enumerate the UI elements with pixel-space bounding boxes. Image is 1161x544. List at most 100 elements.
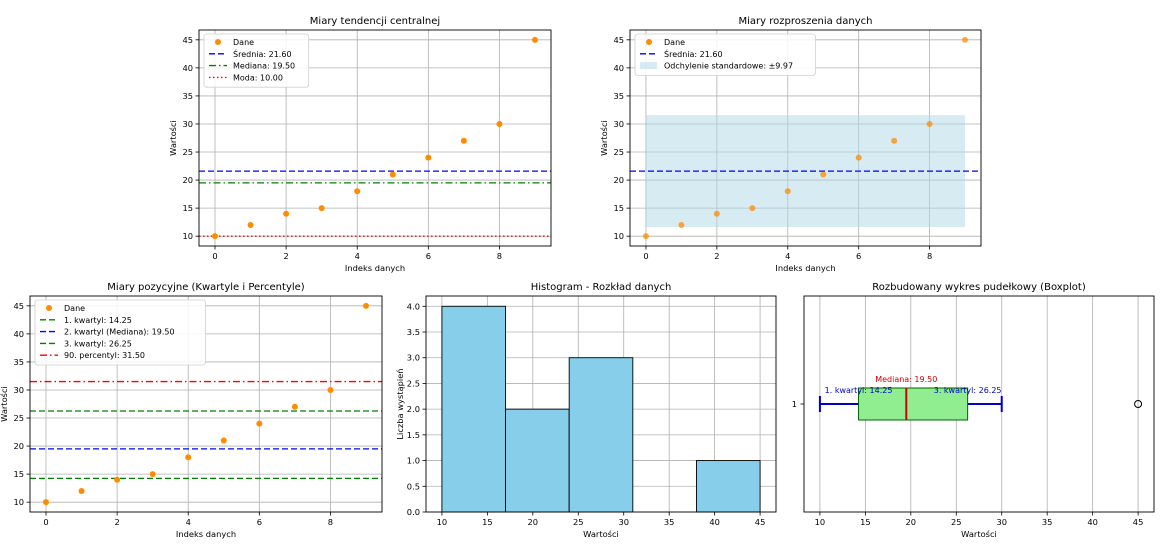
legend-label: Średnia: 21.60 xyxy=(664,48,723,59)
data-point xyxy=(354,188,361,195)
x-tick-label: 35 xyxy=(1042,517,1053,527)
y-tick-label: 10 xyxy=(182,231,193,241)
y-tick-label: 10 xyxy=(613,231,624,241)
x-tick-label: 45 xyxy=(755,517,766,527)
x-tick-label: 6 xyxy=(257,517,262,527)
data-point xyxy=(678,221,685,228)
axes-frame xyxy=(803,295,1155,513)
legend-entry: Dane xyxy=(46,304,85,313)
q3-annotation: 3. kwartyl: 26.25 xyxy=(934,386,1002,395)
data-point xyxy=(389,171,396,178)
data-point xyxy=(283,210,290,217)
data-point xyxy=(149,471,156,478)
legend-label: Dane xyxy=(233,38,254,47)
y-axis-label: Wartości xyxy=(168,120,178,156)
y-axis-label: Wartości xyxy=(0,386,9,422)
y-tick-label: 0.5 xyxy=(407,481,420,491)
data-point xyxy=(642,233,649,240)
x-axis-label: Wartości xyxy=(583,529,619,539)
legend-entry: 90. percentyl: 31.50 xyxy=(40,351,145,360)
legend-marker xyxy=(215,39,221,45)
x-tick-label: 20 xyxy=(906,517,917,527)
y-tick-label: 35 xyxy=(13,357,24,367)
y-tick-label: 45 xyxy=(13,301,24,311)
legend-entry: 3. kwartyl: 26.25 xyxy=(40,339,132,348)
y-tick-label: 40 xyxy=(13,329,24,339)
x-tick-label: 6 xyxy=(856,251,861,261)
data-point xyxy=(318,205,325,212)
x-tick-label: 8 xyxy=(497,251,502,261)
data-point xyxy=(363,302,369,309)
x-tick-label: 25 xyxy=(573,517,584,527)
chart-title: Rozbudowany wykres pudełkowy (Boxplot) xyxy=(872,282,1086,293)
y-tick-label: 35 xyxy=(613,91,624,101)
y-tick-label: 1.5 xyxy=(407,430,420,440)
legend-entry: Moda: 10.00 xyxy=(209,73,283,82)
legend-entry: Średnia: 21.60 xyxy=(640,48,723,59)
y-axis-label: Wartości xyxy=(599,120,609,156)
y-tick-label: 35 xyxy=(182,91,193,101)
data-point xyxy=(212,233,218,240)
legend-entry: Średnia: 21.60 xyxy=(209,48,292,59)
x-tick-label: 35 xyxy=(664,517,675,527)
y-tick-label: 20 xyxy=(613,175,624,185)
data-point xyxy=(749,205,756,212)
x-tick-label: 0 xyxy=(212,251,217,261)
x-tick-label: 30 xyxy=(618,517,629,527)
x-tick-label: 45 xyxy=(1133,517,1144,527)
legend-label: 90. percentyl: 31.50 xyxy=(64,351,145,360)
median-annotation: Mediana: 19.50 xyxy=(875,375,937,384)
legend-box xyxy=(203,33,310,88)
y-tick-label: 3.0 xyxy=(407,353,420,363)
y-tick-label: 15 xyxy=(182,203,193,213)
legend-marker xyxy=(646,39,652,45)
box xyxy=(858,387,969,421)
y-tick-label: 45 xyxy=(182,35,193,45)
data-point xyxy=(291,403,298,410)
q1-annotation: 1. kwartyl: 14.25 xyxy=(825,386,893,395)
y-tick-label: 25 xyxy=(182,147,193,157)
data-point xyxy=(496,120,503,127)
x-tick-label: 40 xyxy=(709,517,720,527)
y-tick-label: 15 xyxy=(13,469,24,479)
data-point xyxy=(855,154,862,161)
data-point xyxy=(532,36,538,43)
x-tick-label: 10 xyxy=(437,517,448,527)
x-tick-label: 2 xyxy=(114,517,119,527)
y-tick-label: 30 xyxy=(613,119,624,129)
histogram-bar xyxy=(568,357,634,513)
legend-marker xyxy=(46,305,52,311)
y-tick-label: 30 xyxy=(13,385,24,395)
outlier-point xyxy=(1134,400,1143,408)
y-tick-label: 20 xyxy=(182,175,193,185)
x-tick-label: 4 xyxy=(355,251,360,261)
y-tick-label: 15 xyxy=(613,203,624,213)
legend-label: Moda: 10.00 xyxy=(233,73,283,82)
y-tick-label: 30 xyxy=(182,119,193,129)
x-tick-label: 2 xyxy=(714,251,719,261)
legend-label: Średnia: 21.60 xyxy=(233,48,292,59)
legend-label: 3. kwartyl: 26.25 xyxy=(64,339,132,348)
legend-entry: Dane xyxy=(646,38,685,47)
y-tick-label: 20 xyxy=(13,441,24,451)
x-tick-label: 15 xyxy=(860,517,871,527)
legend-box xyxy=(34,299,206,366)
data-point xyxy=(220,437,227,444)
y-tick-label: 40 xyxy=(613,63,624,73)
data-point xyxy=(327,386,334,393)
axes-frame xyxy=(629,29,982,247)
y-tick-label: 2.5 xyxy=(407,378,420,388)
x-tick-label: 6 xyxy=(426,251,431,261)
data-point xyxy=(43,499,49,506)
chart-central: 0 2 4 6 8 10 15 20 25 30 35 40 45 Miary tendencji cen… xyxy=(168,16,552,273)
axes-frame xyxy=(29,295,383,513)
x-tick-label: 15 xyxy=(482,517,493,527)
legend-label: 1. kwartyl: 14.25 xyxy=(64,316,132,325)
x-tick-label: 25 xyxy=(951,517,962,527)
data-point xyxy=(460,137,467,144)
data-point xyxy=(78,487,85,494)
x-tick-label: 8 xyxy=(328,517,333,527)
